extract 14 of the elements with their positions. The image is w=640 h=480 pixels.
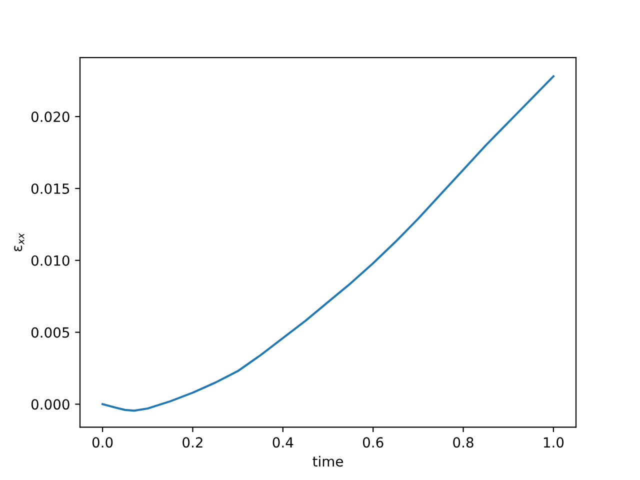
x-tick-label: 1.0 <box>544 437 564 448</box>
y-tick-label: 0.010 <box>31 255 70 266</box>
y-tick-label: 0.000 <box>31 399 70 410</box>
y-tick-label: 0.020 <box>31 112 70 122</box>
x-tick-label: 0.0 <box>92 437 113 448</box>
x-tick-label: 0.8 <box>453 437 474 448</box>
x-tick-label: 0.6 <box>362 437 384 448</box>
x-axis-title: time <box>312 456 343 467</box>
line-series <box>102 75 554 412</box>
y-tick-label: 0.005 <box>31 327 70 338</box>
x-tick-label: 0.2 <box>182 437 202 448</box>
x-tick-label: 0.4 <box>272 437 294 448</box>
y-axis-title: ε$_{xx}$ <box>14 232 24 252</box>
y-tick-label: 0.015 <box>31 183 70 194</box>
